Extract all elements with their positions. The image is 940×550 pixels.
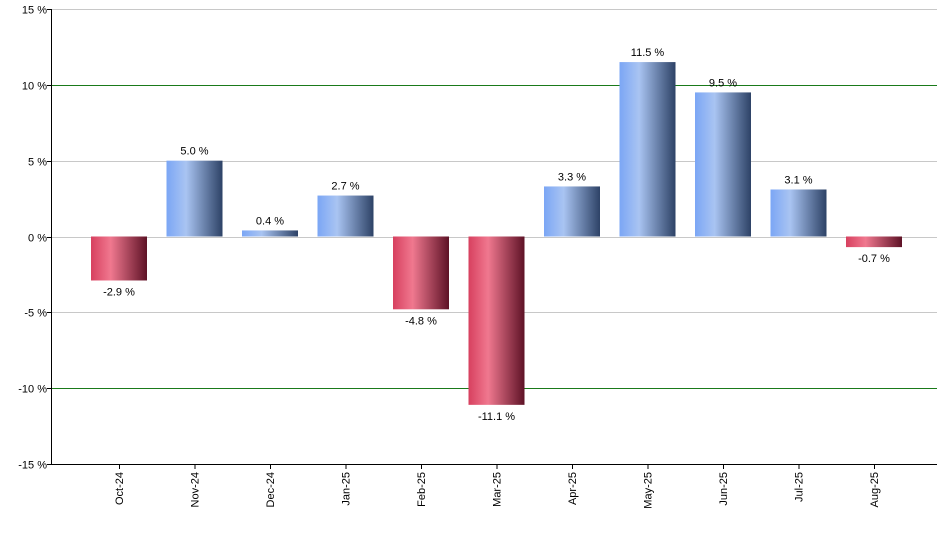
data-label-nov-24: 5.0 % — [180, 146, 208, 158]
bar-aug-25 — [846, 236, 902, 248]
bar-jun-25 — [695, 92, 751, 237]
y-tick-label: 5 % — [28, 157, 47, 169]
bar-oct-24 — [91, 236, 147, 281]
x-tick-label-apr-25: Apr-25 — [567, 472, 579, 505]
bar-nov-24 — [166, 160, 223, 237]
y-tick-label: 0 % — [28, 233, 47, 245]
data-label-may-25: 11.5 % — [631, 47, 665, 59]
x-tick-label-jun-25: Jun-25 — [718, 472, 730, 506]
x-tick-label-dec-24: Dec-24 — [265, 472, 277, 507]
x-tick-label-nov-24: Nov-24 — [190, 472, 202, 507]
axes — [47, 9, 937, 469]
data-label-feb-25: -4.8 % — [405, 315, 437, 327]
x-tick-label-aug-25: Aug-25 — [869, 472, 881, 507]
bar-apr-25 — [544, 186, 600, 237]
y-tick-label: 15 % — [22, 5, 47, 17]
labels: 15 % 10 % 5 % 0 % -5 % -10 % -15 % -2.9 % Oct-24… — [18, 5, 890, 509]
bar-jan-25 — [317, 195, 374, 237]
bar-feb-25 — [393, 236, 449, 310]
bar-dec-24 — [242, 230, 298, 237]
x-tick-label-mar-25: Mar-25 — [492, 472, 504, 507]
y-tick-label: 10 % — [22, 81, 47, 93]
data-label-aug-25: -0.7 % — [858, 253, 890, 265]
bar-may-25 — [619, 62, 676, 237]
bar-jul-25 — [770, 189, 827, 237]
bar-mar-25 — [468, 236, 525, 405]
y-tick-label: -15 % — [18, 460, 47, 472]
y-tick-label: -10 % — [18, 384, 47, 396]
data-label-apr-25: 3.3 % — [558, 171, 586, 183]
y-tick-label: -5 % — [24, 308, 47, 320]
data-label-jul-25: 3.1 % — [784, 174, 812, 186]
data-label-dec-24: 0.4 % — [256, 215, 284, 227]
bars — [91, 62, 902, 405]
data-label-jun-25: 9.5 % — [709, 77, 737, 89]
x-tick-label-jul-25: Jul-25 — [794, 472, 806, 502]
data-label-jan-25: 2.7 % — [331, 181, 359, 193]
data-label-mar-25: -11.1 % — [478, 411, 515, 423]
x-tick-label-oct-24: Oct-24 — [114, 472, 126, 505]
x-tick-label-jan-25: Jan-25 — [341, 472, 353, 506]
x-tick-label-feb-25: Feb-25 — [416, 472, 428, 507]
data-label-oct-24: -2.9 % — [103, 286, 135, 298]
x-tick-label-may-25: May-25 — [643, 472, 655, 509]
